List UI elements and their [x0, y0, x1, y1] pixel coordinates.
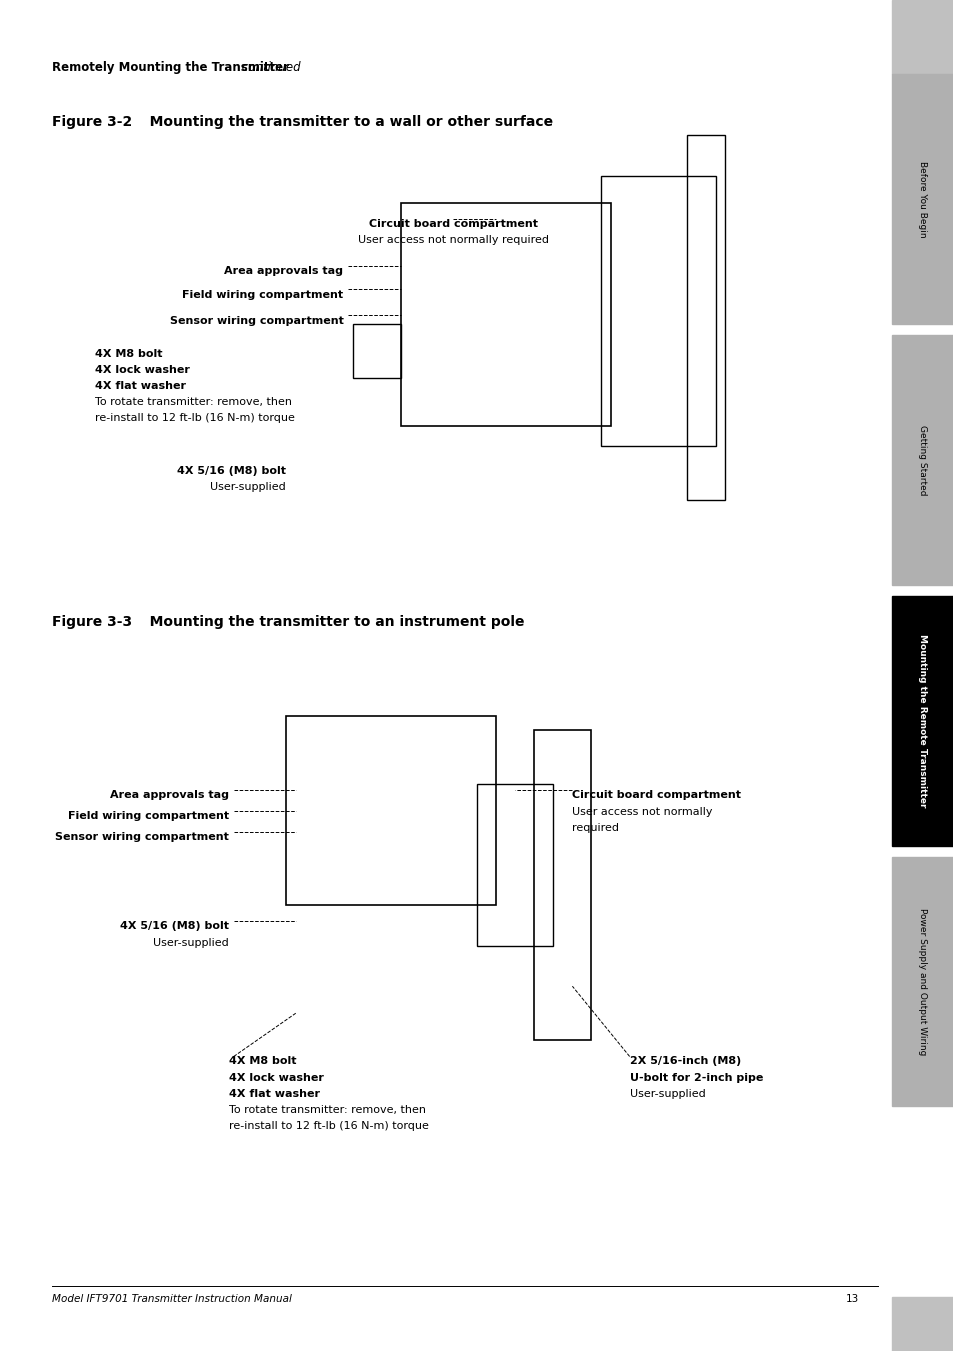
- Text: 2X 5/16-inch (M8): 2X 5/16-inch (M8): [629, 1056, 740, 1066]
- Text: Area approvals tag: Area approvals tag: [110, 790, 229, 800]
- Text: Power Supply and Output Wiring: Power Supply and Output Wiring: [918, 908, 926, 1055]
- Bar: [891, 335, 953, 585]
- Text: Sensor wiring compartment: Sensor wiring compartment: [55, 832, 229, 842]
- Bar: [891, 596, 953, 846]
- Text: User-supplied: User-supplied: [211, 482, 286, 492]
- Bar: [286, 716, 496, 905]
- Text: continued: continued: [238, 61, 301, 74]
- Text: Circuit board compartment: Circuit board compartment: [368, 219, 537, 228]
- Bar: [353, 324, 400, 378]
- Bar: [686, 135, 724, 500]
- Text: required: required: [572, 823, 618, 832]
- Text: To rotate transmitter: remove, then: To rotate transmitter: remove, then: [95, 397, 292, 407]
- Text: Model IFT9701 Transmitter Instruction Manual: Model IFT9701 Transmitter Instruction Ma…: [52, 1294, 292, 1304]
- Text: Figure 3-3: Figure 3-3: [52, 615, 132, 628]
- Text: re-install to 12 ft-lb (16 N-m) torque: re-install to 12 ft-lb (16 N-m) torque: [95, 413, 295, 423]
- Text: Getting Started: Getting Started: [918, 424, 926, 496]
- Text: To rotate transmitter: remove, then: To rotate transmitter: remove, then: [229, 1105, 425, 1115]
- Text: 13: 13: [844, 1294, 858, 1304]
- Bar: [891, 857, 953, 1106]
- Text: 4X M8 bolt: 4X M8 bolt: [95, 349, 163, 358]
- Text: Mounting the transmitter to a wall or other surface: Mounting the transmitter to a wall or ot…: [135, 115, 553, 128]
- Text: User access not normally required: User access not normally required: [357, 235, 548, 245]
- Bar: [534, 730, 591, 1040]
- Text: 4X 5/16 (M8) bolt: 4X 5/16 (M8) bolt: [177, 466, 286, 476]
- Bar: [476, 784, 553, 946]
- Text: Figure 3-2: Figure 3-2: [52, 115, 132, 128]
- Text: User-supplied: User-supplied: [629, 1089, 704, 1098]
- Text: 4X flat washer: 4X flat washer: [95, 381, 186, 390]
- Bar: [891, 74, 953, 324]
- Text: Field wiring compartment: Field wiring compartment: [68, 811, 229, 820]
- Text: Sensor wiring compartment: Sensor wiring compartment: [170, 316, 343, 326]
- Text: 4X flat washer: 4X flat washer: [229, 1089, 319, 1098]
- Text: Circuit board compartment: Circuit board compartment: [572, 790, 740, 800]
- Bar: [400, 203, 610, 426]
- Text: Mounting the transmitter to an instrument pole: Mounting the transmitter to an instrumen…: [135, 615, 524, 628]
- Text: User access not normally: User access not normally: [572, 807, 712, 816]
- Text: Remotely Mounting the Transmitter: Remotely Mounting the Transmitter: [52, 61, 289, 74]
- Text: U-bolt for 2-inch pipe: U-bolt for 2-inch pipe: [629, 1073, 762, 1082]
- Text: Mounting the Remote Transmitter: Mounting the Remote Transmitter: [918, 634, 926, 808]
- Text: re-install to 12 ft-lb (16 N-m) torque: re-install to 12 ft-lb (16 N-m) torque: [229, 1121, 429, 1131]
- Text: 4X M8 bolt: 4X M8 bolt: [229, 1056, 296, 1066]
- Text: User-supplied: User-supplied: [153, 938, 229, 947]
- Bar: [891, 1297, 953, 1351]
- Text: 4X 5/16 (M8) bolt: 4X 5/16 (M8) bolt: [120, 921, 229, 931]
- Text: Area approvals tag: Area approvals tag: [224, 266, 343, 276]
- Text: 4X lock washer: 4X lock washer: [95, 365, 190, 374]
- Bar: [600, 176, 715, 446]
- Text: 4X lock washer: 4X lock washer: [229, 1073, 323, 1082]
- Text: Before You Begin: Before You Begin: [918, 161, 926, 238]
- Text: Field wiring compartment: Field wiring compartment: [182, 290, 343, 300]
- Bar: [891, 0, 953, 74]
